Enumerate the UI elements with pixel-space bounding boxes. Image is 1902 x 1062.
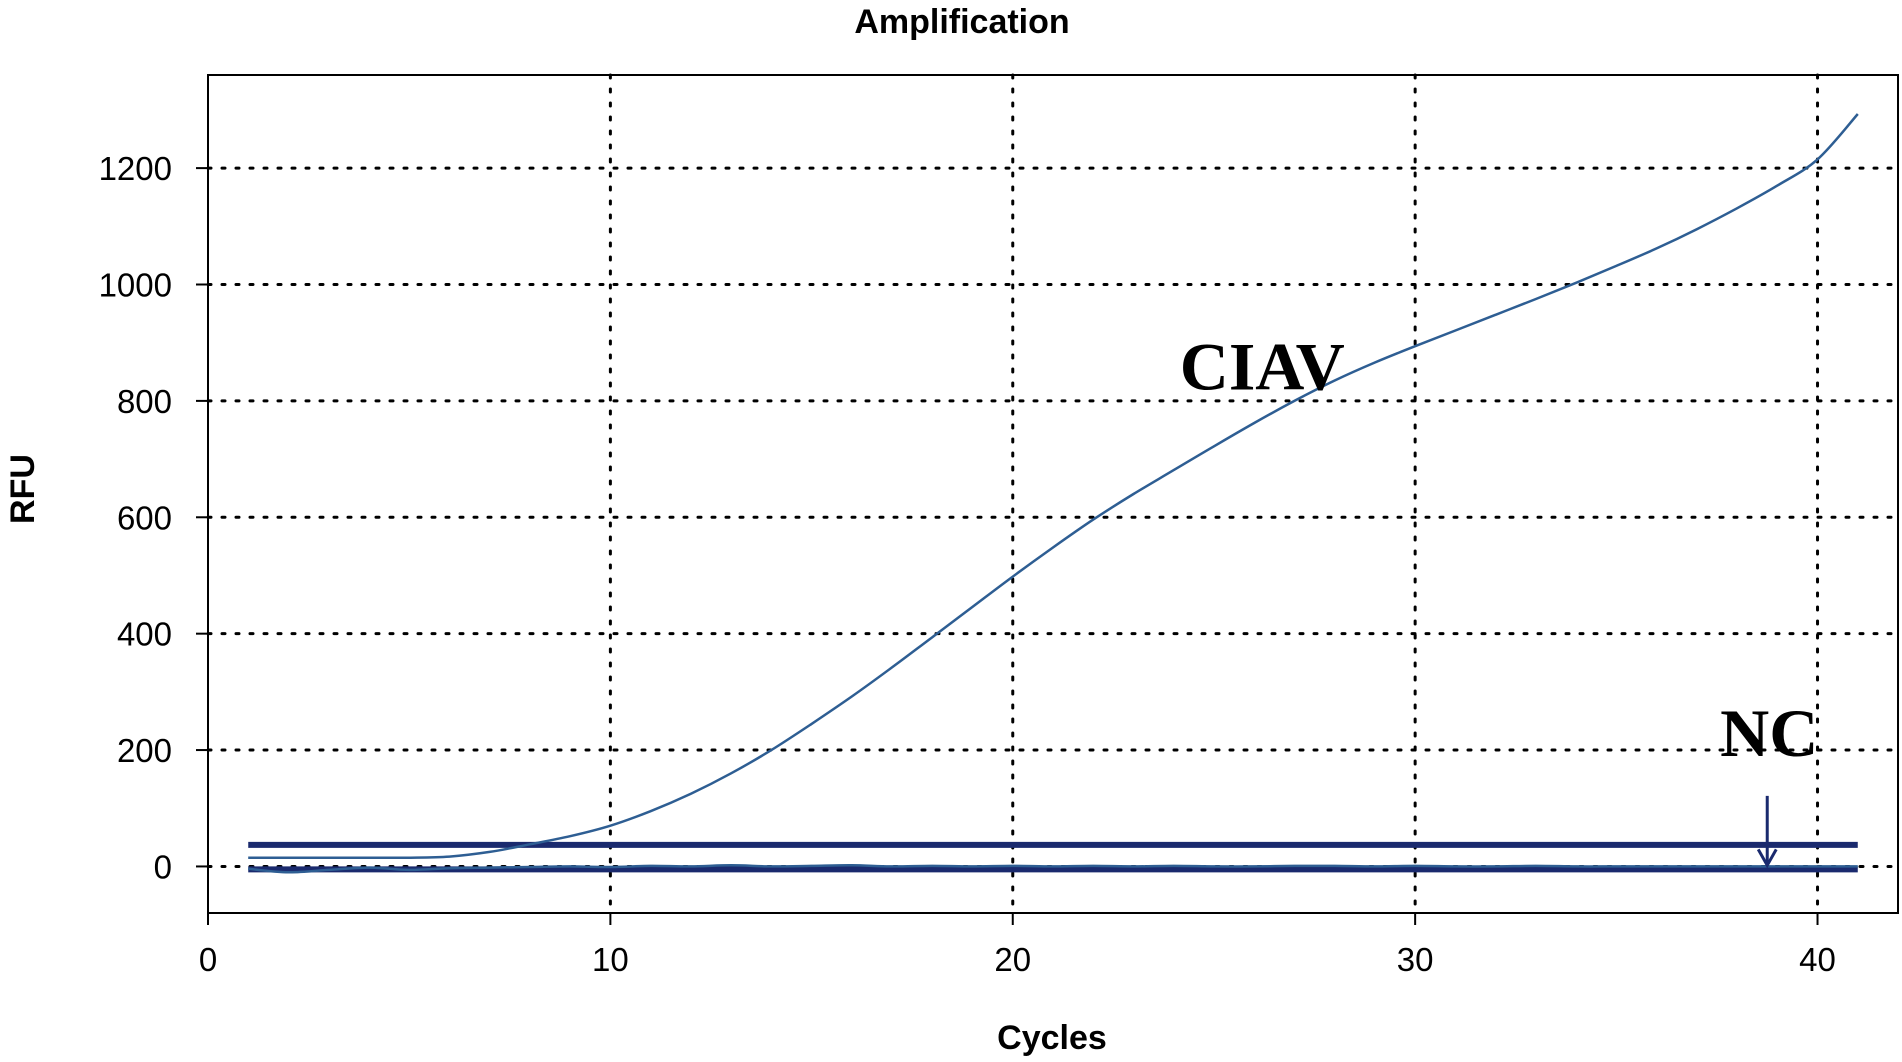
plot-area-frame (207, 74, 1899, 914)
series-line-ciav (248, 113, 1859, 860)
y-tick-label: 200 (117, 732, 172, 769)
y-tick-label: 1200 (99, 150, 172, 187)
y-tick-label: 0 (154, 848, 172, 885)
x-tick-label: 40 (1799, 941, 1836, 978)
annotation-label-ciav: CIAV (1180, 328, 1345, 404)
annotation-label-nc: NC (1720, 695, 1818, 771)
nc-arrow-head (1756, 848, 1778, 869)
annotation-layer: CIAV NC (1180, 328, 1818, 869)
x-tick-label: 20 (994, 941, 1031, 978)
grid-layer (206, 73, 1900, 915)
series-line-nc (248, 864, 1858, 874)
chart-title: Amplification (854, 3, 1069, 41)
y-axis-title: RFU (4, 454, 42, 524)
y-tick-label: 400 (117, 616, 172, 653)
x-tick-label: 30 (1397, 941, 1434, 978)
y-tick-label: 1000 (99, 267, 172, 304)
y-tick-label: 800 (117, 383, 172, 420)
x-tick-label: 10 (592, 941, 629, 978)
y-tick-label: 600 (117, 499, 172, 536)
series-layer (248, 113, 1859, 874)
x-tick-label: 0 (199, 941, 217, 978)
x-axis-title: Cycles (997, 1019, 1107, 1057)
